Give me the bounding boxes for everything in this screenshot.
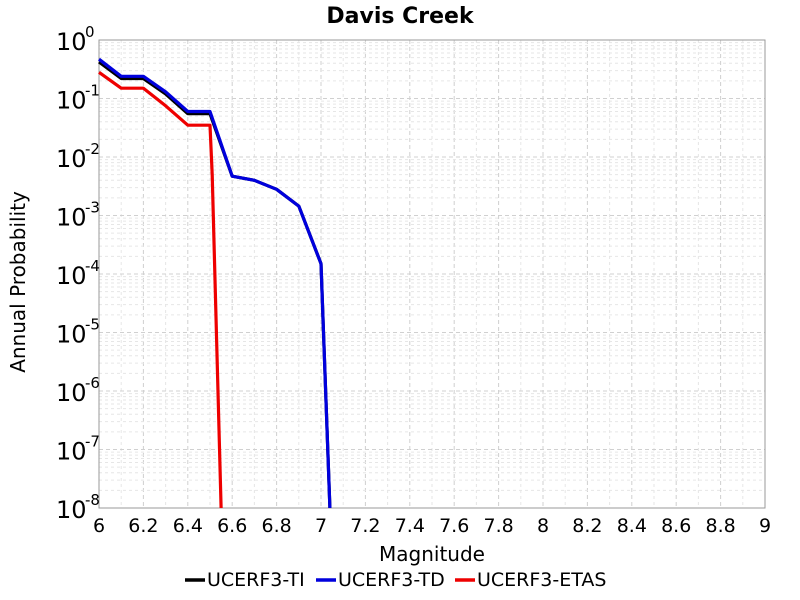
x-axis-label: Magnitude bbox=[379, 542, 485, 566]
y-tick-label: 100 bbox=[56, 23, 95, 56]
y-tick-base: 10 bbox=[56, 496, 87, 524]
x-tick-label: 6.8 bbox=[261, 515, 291, 537]
y-tick-label: 10-7 bbox=[56, 433, 100, 466]
y-tick-base: 10 bbox=[56, 204, 87, 232]
series-layer bbox=[98, 57, 332, 509]
plot-area-border bbox=[98, 39, 766, 509]
y-tick-label: 10-6 bbox=[56, 374, 100, 407]
y-tick-exponent: -7 bbox=[85, 433, 100, 451]
y-tick-label: 10-8 bbox=[56, 491, 100, 524]
x-tick-label: 7.2 bbox=[350, 515, 380, 537]
y-tick-base: 10 bbox=[56, 28, 87, 56]
x-tick-label: 8.4 bbox=[617, 515, 647, 537]
y-tick-base: 10 bbox=[56, 145, 87, 173]
y-tick-label: 10-4 bbox=[56, 257, 100, 290]
y-tick-exponent: -5 bbox=[85, 316, 100, 334]
series-line-ucerf3-etas bbox=[98, 70, 223, 509]
y-tick-base: 10 bbox=[56, 438, 87, 466]
y-tick-exponent: -4 bbox=[85, 257, 100, 275]
y-tick-label: 10-1 bbox=[56, 82, 100, 115]
legend: UCERF3-TI UCERF3-TD UCERF3-ETAS bbox=[185, 569, 606, 591]
x-tick-labels: 6 6.2 6.4 6.6 6.8 7 7.2 7.4 7.6 7.8 8 8.2 8.4 8.6 8.8 9 bbox=[93, 515, 771, 537]
legend-item: UCERF3-TI bbox=[185, 569, 305, 591]
y-tick-base: 10 bbox=[56, 87, 87, 115]
series-line-ucerf3-td bbox=[98, 57, 332, 509]
legend-item: UCERF3-TD bbox=[316, 569, 445, 591]
x-tick-label: 8.6 bbox=[661, 515, 691, 537]
y-tick-label: 10-2 bbox=[56, 140, 100, 173]
x-tick-label: 6 bbox=[93, 515, 105, 537]
grid bbox=[98, 39, 766, 509]
y-tick-exponent: -3 bbox=[85, 199, 100, 217]
x-tick-label: 9 bbox=[759, 515, 771, 537]
y-tick-base: 10 bbox=[56, 321, 87, 349]
y-tick-exponent: -6 bbox=[85, 374, 100, 392]
y-tick-exponent: -1 bbox=[85, 82, 100, 100]
x-tick-label: 6.2 bbox=[128, 515, 158, 537]
x-tick-label: 7.6 bbox=[439, 515, 469, 537]
legend-item: UCERF3-ETAS bbox=[455, 569, 606, 591]
y-tick-label: 10-3 bbox=[56, 199, 100, 232]
y-tick-label: 10-5 bbox=[56, 316, 100, 349]
x-tick-label: 7 bbox=[315, 515, 327, 537]
legend-label: UCERF3-ETAS bbox=[477, 569, 606, 591]
legend-label: UCERF3-TI bbox=[207, 569, 305, 591]
x-tick-label: 7.4 bbox=[395, 515, 425, 537]
y-tick-base: 10 bbox=[56, 262, 87, 290]
x-tick-label: 8.2 bbox=[572, 515, 602, 537]
x-tick-label: 7.8 bbox=[483, 515, 513, 537]
x-tick-label: 8.8 bbox=[705, 515, 735, 537]
x-tick-label: 6.4 bbox=[173, 515, 203, 537]
chart-title: Davis Creek bbox=[326, 4, 475, 29]
y-tick-exponent: 0 bbox=[85, 23, 95, 41]
y-tick-base: 10 bbox=[56, 379, 87, 407]
y-axis-label: Annual Probability bbox=[6, 191, 30, 373]
y-tick-exponent: -8 bbox=[85, 491, 100, 509]
x-tick-label: 8 bbox=[537, 515, 549, 537]
x-tick-label: 6.6 bbox=[217, 515, 247, 537]
y-tick-exponent: -2 bbox=[85, 140, 100, 158]
legend-label: UCERF3-TD bbox=[338, 569, 445, 591]
